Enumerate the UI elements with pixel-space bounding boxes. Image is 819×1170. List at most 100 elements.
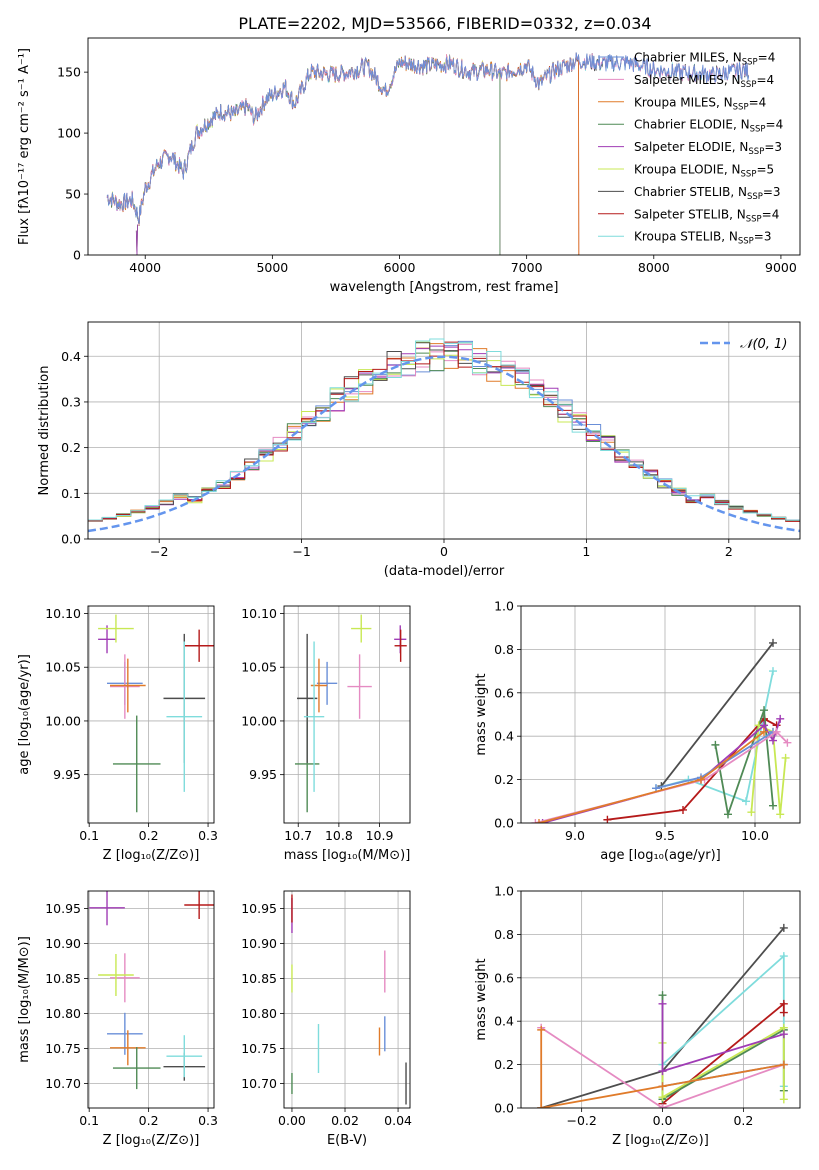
residuals-ytick-label: 0.3 (61, 394, 81, 409)
weight-age-marker (760, 706, 768, 715)
age-Z-ytick-label: 9.95 (53, 767, 81, 782)
age-Z-xtick-label: 0.1 (79, 828, 99, 843)
residuals-xtick-label: −2 (150, 544, 168, 559)
legend-subscript: SSP (746, 214, 762, 224)
age-mass-ytick-label: 10.00 (241, 713, 277, 728)
mass-Z-ytick-label: 10.70 (45, 1076, 81, 1091)
spectrum-legend-label: Salpeter STELIB, NSSP=4 (634, 207, 779, 224)
mass-Z-xtick-label: 0.2 (139, 1113, 159, 1128)
spectrum-series-line (106, 55, 501, 255)
weight-age-series-line (535, 730, 789, 823)
weight-age-xtick-label: 9.5 (655, 828, 675, 843)
mass-EBV-xlabel: E(B-V) (327, 1133, 367, 1148)
age-Z-point (112, 715, 161, 813)
weight-Z-marker (658, 1067, 667, 1076)
mass-Z-ytick-label: 10.75 (45, 1041, 81, 1056)
mass-Z-ylabel: mass [log₁₀(M/M⊙)] (17, 936, 32, 1063)
weight-age-marker (760, 727, 768, 736)
spectrum-legend-label: Kroupa MILES, NSSP=4 (634, 95, 766, 112)
weight-Z-marker (779, 1030, 788, 1039)
mass-Z-point (89, 891, 125, 926)
mass-Z-xtick-label: 0.3 (198, 1113, 218, 1128)
legend-name: Kroupa ELODIE, N (634, 163, 741, 177)
weight-age-marker (772, 727, 781, 736)
age-Z-point (166, 641, 203, 792)
mass-EBV-ytick-label: 10.95 (241, 901, 277, 916)
weight-Z-marker (537, 1025, 546, 1034)
weight-age-ytick-label: 0.0 (494, 816, 514, 831)
legend-tail: =3 (763, 185, 781, 199)
weight-age-marker (776, 714, 785, 723)
spectrum-ytick-label: 100 (57, 126, 81, 141)
spectrum-dip-line (135, 224, 138, 256)
age-mass-point (303, 641, 325, 792)
age-mass-frame (283, 605, 411, 824)
mass-Z-xtick-label: 0.1 (79, 1113, 99, 1128)
weight-Z-xtick-label: 0.0 (653, 1113, 673, 1128)
mass-Z-axes: 0.1 0.2 0.3 10.70 10.75 10.80 10.85 10.90 10.95 (45, 891, 218, 1128)
legend-tail: =3 (754, 230, 772, 244)
residuals-ytick-label: 0.0 (61, 532, 81, 547)
spectrum-series-line (106, 55, 501, 255)
mass-EBV-ytick-label: 10.90 (241, 936, 277, 951)
spectrum-xtick-label: 6000 (384, 260, 416, 275)
spectrum-xtick-label: 8000 (638, 260, 670, 275)
age-Z-point (109, 658, 146, 713)
age-Z-xtick-label: 0.3 (198, 828, 218, 843)
residuals-xtick-label: 1 (582, 544, 590, 559)
mass-Z-ytick-label: 10.80 (45, 1006, 81, 1021)
residuals-ytick-label: 0.4 (61, 349, 81, 364)
weight-age-xtick-label: 10.0 (741, 828, 769, 843)
weight-age-ytick-label: 0.6 (494, 685, 514, 700)
mass-EBV-ytick-label: 10.75 (241, 1041, 277, 1056)
residuals-ytick-label: 0.2 (61, 440, 81, 455)
legend-name: Salpeter ELODIE, N (634, 140, 748, 154)
legend-subscript: SSP (733, 102, 749, 112)
spectrum-legend-label: Salpeter ELODIE, NSSP=3 (634, 140, 782, 157)
weight-Z-xlabel: Z [log₁₀(Z/Z⊙)] (612, 1133, 709, 1148)
mass-EBV-ytick-label: 10.85 (241, 971, 277, 986)
spectrum-legend-label: Chabrier ELODIE, NSSP=4 (634, 118, 783, 135)
age-Z-ytick-label: 10.00 (45, 713, 81, 728)
age-mass-ytick-label: 10.05 (241, 660, 277, 675)
age-Z-xlabel: Z [log₁₀(Z/Z⊙)] (103, 848, 200, 863)
weight-age-series-line (542, 718, 782, 823)
weight-age-marker (603, 815, 612, 823)
residuals-frame (87, 321, 801, 540)
mass-Z-ytick-label: 10.95 (45, 901, 81, 916)
residuals-ytick-label: 0.1 (61, 486, 81, 501)
weight-age-ytick-label: 0.2 (494, 772, 514, 787)
weight-Z-ytick-label: 0.0 (494, 1101, 514, 1116)
spectrum-ytick-label: 50 (65, 187, 81, 202)
mass-Z-xlabel: Z [log₁₀(Z/Z⊙)] (103, 1133, 200, 1148)
weight-Z-marker (779, 952, 788, 961)
normal-curve (87, 355, 801, 533)
spectrum-xlabel: wavelength [Angstrom, rest frame] (330, 280, 559, 295)
weight-age-marker (769, 638, 777, 647)
age-Z-axes: 0.1 0.2 0.3 9.95 10.00 10.05 10.10 (45, 606, 218, 843)
weight-Z-series-line (540, 1026, 785, 1108)
legend-name: Kroupa STELIB, N (634, 230, 738, 244)
spectrum-xtick-label: 5000 (256, 260, 288, 275)
weight-Z-ytick-label: 0.8 (494, 927, 514, 942)
spectrum-series-line (106, 52, 749, 224)
weight-age-marker (711, 740, 720, 749)
legend-tail: =4 (758, 51, 776, 65)
weight-age-marker (742, 797, 750, 806)
weight-Z-marker (779, 923, 788, 932)
spectrum-axes: 4000 5000 6000 7000 8000 9000 0 50 100 150 (57, 65, 797, 275)
mass-EBV-ytick-label: 10.80 (241, 1006, 277, 1021)
spectrum-ytick-label: 150 (57, 65, 81, 80)
weight-age-xlabel: age [log₁₀(age/yr)] (600, 848, 721, 863)
age-Z-point (98, 614, 134, 643)
age-mass-point (316, 661, 338, 705)
legend-name: Salpeter STELIB, N (634, 207, 746, 221)
spectrum-legend-label: Kroupa STELIB, NSSP=3 (634, 230, 772, 247)
weight-Z-marker (658, 1082, 667, 1091)
spectrum-legend-label: Chabrier STELIB, NSSP=3 (634, 185, 781, 202)
mass-EBV-axes: 0.00 0.02 0.04 10.70 10.75 10.80 10.85 10.90 10.… (241, 891, 412, 1128)
weight-age-xtick-label: 9.0 (565, 828, 585, 843)
legend-name: Salpeter MILES, N (634, 73, 741, 87)
mass-Z-ytick-label: 10.85 (45, 971, 81, 986)
